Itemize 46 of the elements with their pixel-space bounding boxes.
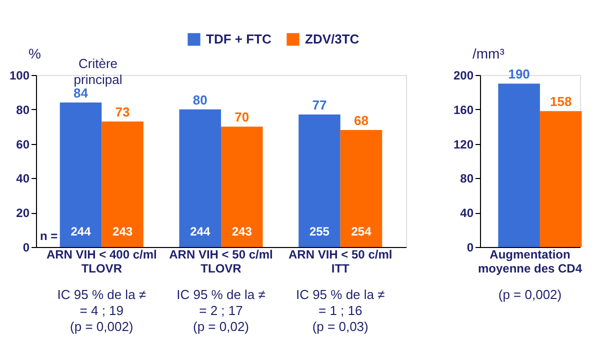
- y-tick-label: 60: [16, 137, 30, 152]
- bar: [60, 102, 102, 247]
- y-axis-title: /mm³: [472, 46, 505, 62]
- text: IC 95 % de la ≠ = 2 ; 17 (p = 0,02): [176, 287, 266, 334]
- text: IC 95 % de la ≠ = 1 ; 16 (p = 0,03): [296, 287, 385, 334]
- data-label: 68: [354, 113, 368, 128]
- y-tick-label: 0: [466, 240, 474, 254]
- annotation: Critère principal: [74, 56, 122, 87]
- data-label: 80: [192, 92, 208, 108]
- data-label: 70: [234, 110, 250, 125]
- bar: [102, 121, 144, 247]
- y-tick-label: 200: [453, 68, 474, 82]
- annotation: n =: [40, 229, 58, 243]
- annotation: 255: [309, 224, 330, 238]
- y-tick-label: 40: [460, 206, 474, 220]
- text: IC 95 % de la ≠ = 4 ; 19 (p = 0,002): [57, 287, 146, 334]
- annotation: 244: [70, 224, 92, 238]
- data-label: 73: [115, 104, 130, 120]
- y-tick-label: 80: [16, 102, 30, 117]
- y-tick-label: 160: [453, 102, 474, 117]
- annotation: 254: [351, 224, 372, 238]
- y-tick-label: 80: [460, 172, 474, 186]
- text: (p = 0,002): [498, 287, 562, 302]
- x-tick-label: ARN VIH < 400 c/ml TLOVR: [46, 248, 157, 276]
- x-tick-label: ARN VIH < 50 c/ml TLOVR: [169, 248, 273, 276]
- x-tick-label: ARN VIH < 50 c/ml ITT: [288, 248, 392, 276]
- y-tick-label: 120: [453, 137, 474, 152]
- data-label: 190: [508, 66, 530, 82]
- y-tick-label: 40: [16, 172, 30, 186]
- y-axis-title: %: [28, 46, 41, 62]
- x-tick-label: Augmentation moyenne des CD4: [478, 248, 582, 276]
- data-label: 77: [312, 98, 327, 113]
- y-tick-label: 0: [22, 240, 30, 254]
- legend-label: ZDV/3TC: [305, 31, 360, 46]
- data-label: 84: [74, 86, 89, 101]
- annotation: 243: [232, 224, 252, 238]
- annotation: 243: [112, 224, 133, 238]
- y-tick-label: 100: [9, 68, 30, 82]
- bar: [179, 109, 221, 247]
- bar: [221, 126, 263, 247]
- bar: [298, 114, 340, 247]
- legend-label: TDF + FTC: [206, 31, 272, 46]
- bar: [340, 130, 382, 247]
- data-label: 158: [550, 94, 572, 110]
- y-tick-label: 20: [16, 206, 30, 220]
- annotation: 244: [190, 224, 210, 238]
